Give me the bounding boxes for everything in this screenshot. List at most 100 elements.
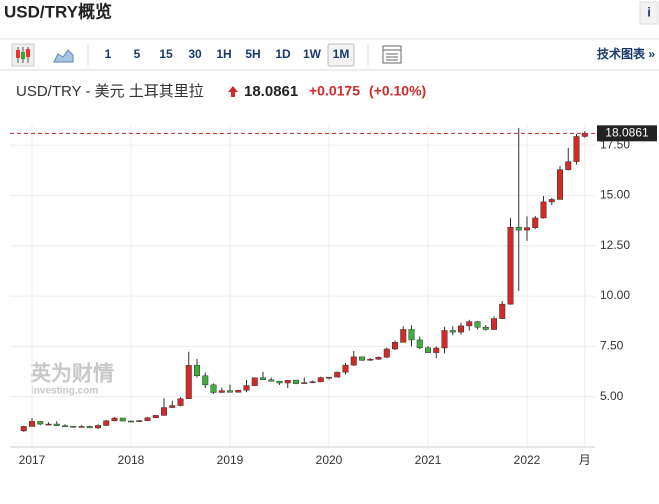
candle-body [70,426,77,428]
candle-body [301,382,308,384]
candle-body [474,321,481,328]
candle-body [317,377,324,383]
candle-body [548,199,555,203]
candle-body [29,421,35,427]
candle-body [458,325,464,333]
last-price-badge [597,125,657,142]
y-tick-label: 10.00 [600,288,630,302]
candle-body [20,426,27,432]
x-tick-label: 2022 [514,453,541,467]
info-icon[interactable]: i [647,4,651,19]
candle-body [293,379,299,384]
candle-body [78,426,85,428]
candle-body [144,417,151,421]
candle-body [350,356,357,366]
candle-body [119,417,126,422]
candle-body [202,375,209,386]
candle-body [243,385,250,391]
candle-body [161,407,167,416]
candle-body [152,415,159,419]
last-price-label: 18.0861 [605,126,649,140]
x-tick-label: 月 [579,453,591,467]
interval-button[interactable]: 1M [333,47,350,61]
candle-body [128,420,134,423]
candle-body [276,380,283,384]
page-title: USD/TRY概览 [4,1,112,21]
candle-body [441,330,448,349]
y-tick-label: 15.00 [600,188,630,202]
candle-body [400,329,407,343]
interval-button[interactable]: 1D [275,47,291,61]
candle-body [449,330,456,333]
x-tick-label: 2018 [118,453,145,467]
candle-body [136,420,143,422]
candle-body [235,389,242,393]
candle-body [408,329,415,341]
interval-button[interactable]: 1H [216,47,231,61]
candle-body [53,423,60,426]
candle-body [515,226,522,231]
candle-body [185,365,192,399]
x-tick-label: 2021 [415,453,442,467]
candle-body [227,390,233,393]
candle-body [416,339,423,349]
area-icon[interactable] [53,49,74,63]
candle-body [177,398,184,406]
candle-body [218,390,225,393]
candle-body [268,379,275,382]
candle-body [573,136,580,162]
watermark: Investing.com [31,386,98,397]
x-tick-label: 2020 [316,453,343,467]
interval-button[interactable]: 1W [303,47,322,61]
candle-body [169,405,176,408]
watermark: 英为财情 [30,362,114,386]
candle-body [507,226,514,305]
interval-button[interactable]: 1 [105,47,112,61]
x-tick-label: 2017 [19,453,46,467]
candle-body [326,376,332,379]
y-tick-label: 7.50 [600,339,624,353]
candle-body [565,161,572,170]
candle-body [392,342,398,350]
candle-body [482,327,489,330]
candle-body [111,417,118,422]
technical-chart-link[interactable]: 技术图表 » [597,46,655,61]
candle-body [194,365,200,377]
candle-icon[interactable] [11,43,35,67]
candle-body [62,425,68,427]
candle-body [367,359,374,361]
candle-body [260,377,266,381]
candle-body [524,227,530,231]
quote-change-percent: (+0.10%) [369,83,426,99]
info-button[interactable] [639,1,659,25]
candle-body [466,321,473,327]
candle-body [210,384,217,393]
candle-body [86,426,93,429]
x-tick-label: 2019 [217,453,244,467]
interval-button[interactable]: 30 [188,47,202,61]
interval-button[interactable]: 15 [159,47,173,61]
interval-selected[interactable] [327,43,355,67]
interval-button[interactable]: 5 [134,47,141,61]
candle-body [557,169,563,200]
quote-name: USD/TRY - 美元 土耳其里拉 [16,83,204,100]
candle-body [45,423,52,426]
candle-body [499,303,506,319]
candle-body [103,420,110,426]
candle-body [37,421,44,425]
candle-body [383,348,390,358]
table-icon[interactable] [382,45,402,64]
candle-body [532,217,539,228]
quote-price: 18.0861 [244,83,298,100]
up-arrow [228,86,238,97]
y-tick-label: 12.50 [600,238,630,252]
candle-body [284,379,291,384]
candle-body [334,371,341,378]
candle-body [342,364,349,373]
candle-body [491,318,497,330]
interval-button[interactable]: 5H [245,47,260,61]
quote-change: +0.0175 [309,83,360,99]
y-tick-label: 5.00 [600,389,624,403]
candle-body [251,377,258,386]
